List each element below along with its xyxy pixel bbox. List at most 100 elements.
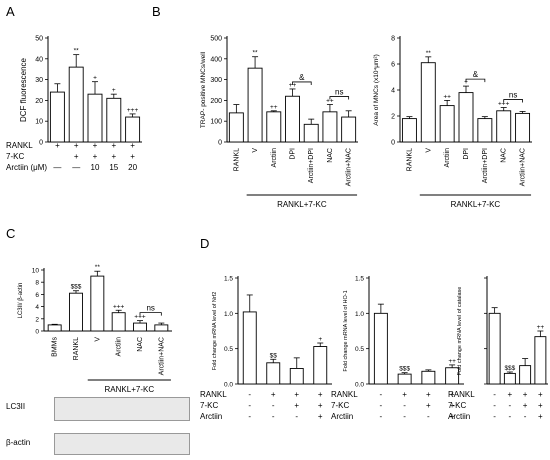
bar-A-2 <box>87 93 103 143</box>
blot-lc3ii <box>54 397 190 421</box>
y-tick-label-D2: 1.0 <box>355 311 364 318</box>
condition-label-D2-2: Arctiin <box>331 412 353 421</box>
annotation-D1-3: + <box>318 336 322 343</box>
condition-mark-D2-2-3: + <box>450 412 455 421</box>
condition-mark-D1-1-1: - <box>272 401 275 410</box>
condition-label-D1-1: 7-KC <box>200 401 218 410</box>
bar-C-1 <box>69 292 83 332</box>
panel-label-b: B <box>152 4 161 19</box>
condition-mark-D2-1-2: + <box>426 401 431 410</box>
y-tick-label-A: 50 <box>35 36 43 43</box>
annotation-A-3: + <box>112 87 116 94</box>
condition-mark-D3-2-2: - <box>524 412 527 421</box>
y-axis-label-A: DCF fluorescence <box>19 57 28 122</box>
x-category-label-C-4: NAC <box>137 337 144 352</box>
condition-mark-D2-0-2: + <box>426 390 431 399</box>
condition-mark-A-2-3: 15 <box>109 163 118 172</box>
x-category-label-C-5: Arctiin+NAC <box>158 337 165 375</box>
condition-mark-D1-0-0: - <box>248 390 251 399</box>
y-tick-label-C: 6 <box>35 292 39 299</box>
x-category-label-B2-3: DPI <box>463 148 470 160</box>
x-category-label-B2-5: NAC <box>501 148 508 163</box>
blot-beta-actin <box>54 433 190 455</box>
y-tick-label-C: 8 <box>35 280 39 287</box>
y-tick-label-B2: 2 <box>391 114 395 121</box>
condition-mark-D1-1-3: + <box>318 401 323 410</box>
y-tick-label-B1: 100 <box>210 119 222 126</box>
bar-B2-6 <box>515 112 531 143</box>
y-tick-label-C: 0 <box>35 329 39 336</box>
bar-B2-0 <box>401 118 417 143</box>
bar-B1-0 <box>228 112 244 143</box>
bar-D3-3 <box>534 336 547 385</box>
condition-mark-D3-0-2: + <box>523 390 528 399</box>
condition-mark-A-0-2: + <box>93 141 98 150</box>
x-category-label-C-3: Arctiin <box>116 337 123 357</box>
annotation-D2-3: ++ <box>448 358 456 365</box>
y-tick-label-A: 0 <box>39 140 43 147</box>
condition-mark-A-0-3: + <box>111 141 116 150</box>
annotation-C-1: $$$ <box>71 284 82 291</box>
condition-mark-D3-2-1: - <box>509 412 512 421</box>
y-tick-label-B2: 0 <box>391 140 395 147</box>
bar-B1-6 <box>341 116 357 143</box>
y-tick-label-B1: 200 <box>210 98 222 105</box>
x-category-label-B2-1: V <box>425 148 432 153</box>
group-label-B1: RANKL+7-KC <box>277 200 327 209</box>
y-tick-label-C: 10 <box>32 268 40 275</box>
bar-D1-3 <box>313 346 328 385</box>
bar-C-3 <box>111 312 126 332</box>
bracket-label-B2-1: ns <box>509 91 517 100</box>
condition-mark-D2-2-0: - <box>380 412 383 421</box>
bar-B2-5 <box>496 110 512 143</box>
y-tick-label-A: 40 <box>35 56 43 63</box>
condition-mark-D3-0-1: + <box>508 390 513 399</box>
annotation-B1-5: ++ <box>326 98 334 105</box>
condition-mark-A-2-4: 20 <box>128 163 137 172</box>
bar-B1-2 <box>266 111 282 143</box>
y-axis-label-B1: TRAP- positive MNCs/well <box>200 51 207 128</box>
x-category-label-C-2: V <box>94 337 101 342</box>
bar-A-1 <box>68 66 84 143</box>
condition-label-D1-0: RANKL <box>200 390 227 399</box>
x-category-label-B1-1: V <box>252 148 259 153</box>
annotation-D3-3: ++ <box>537 324 545 331</box>
annotation-A-4: +++ <box>127 107 139 114</box>
condition-mark-A-0-1: + <box>74 141 79 150</box>
y-tick-label-B2: 4 <box>391 88 395 95</box>
x-category-label-B1-2: Arctiin <box>271 148 278 168</box>
x-category-label-B2-0: RANKL <box>406 148 413 171</box>
condition-mark-D2-0-1: + <box>402 390 407 399</box>
annotation-C-4: +++ <box>134 314 146 321</box>
annotation-B2-1: ** <box>426 50 432 57</box>
y-axis-label-B2: Area of MNCs (x10⁴μm²) <box>373 54 380 126</box>
condition-mark-D3-1-1: - <box>509 401 512 410</box>
x-category-label-B1-5: NAC <box>327 148 334 163</box>
condition-mark-D3-2-3: + <box>538 412 543 421</box>
y-tick-label-A: 10 <box>35 119 43 126</box>
bar-C-4 <box>133 322 147 332</box>
y-tick-label-D2: 0.5 <box>355 346 364 353</box>
condition-label-A-2: Arctiin (μM) <box>6 163 47 172</box>
annotation-B2-5: +++ <box>498 101 510 108</box>
bar-D2-1 <box>397 373 412 385</box>
condition-mark-A-0-0: + <box>55 141 60 150</box>
bracket-B1-1 <box>329 96 350 100</box>
bar-C-5 <box>154 324 169 332</box>
bar-C-2 <box>90 275 105 332</box>
condition-label-D3-0: RANKL <box>448 390 475 399</box>
bar-B1-4 <box>303 123 319 143</box>
condition-mark-A-2-1: — <box>72 163 80 172</box>
annotation-B1-1: ** <box>253 50 259 57</box>
group-label-C: RANKL+7-KC <box>105 385 155 394</box>
bar-D1-0 <box>242 311 257 385</box>
bracket-B2-0 <box>465 78 486 83</box>
annotation-D3-1: $$$ <box>504 365 515 372</box>
condition-mark-D2-0-3: + <box>450 390 455 399</box>
y-axis-label-C: LC3II/ β-actin <box>18 283 24 319</box>
y-axis-label-D1: Fold change mRNA level of Nrf2 <box>212 292 218 371</box>
annotation-D1-1: $$ <box>270 352 278 359</box>
condition-label-D2-1: 7-KC <box>331 401 349 410</box>
bar-D3-1 <box>503 372 516 385</box>
